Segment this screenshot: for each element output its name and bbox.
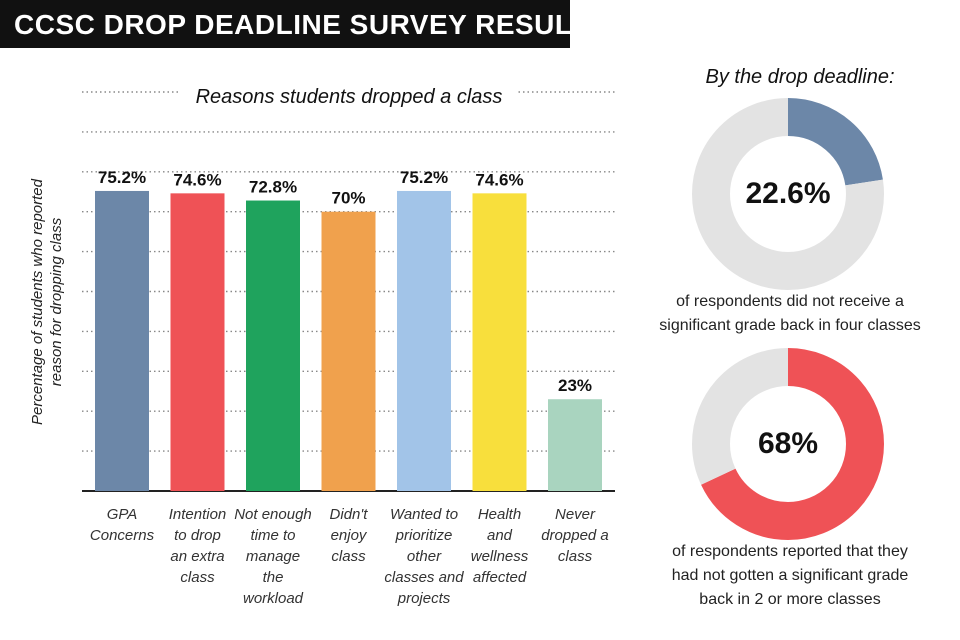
bar-value-label: 74.6% [475, 170, 523, 189]
category-label-line: classes and [384, 569, 464, 586]
donut-2-value: 68% [757, 427, 819, 460]
page-title: CCSC DROP DEADLINE SURVEY RESULTS [14, 9, 608, 40]
bar-value-label: 72.8% [249, 178, 297, 197]
category-label-line: Health [477, 506, 522, 523]
category-label-line: GPA [106, 506, 138, 523]
category-label-line: wellness [470, 548, 529, 565]
category-label: Not enough time to manage the workload [233, 504, 313, 609]
bar [397, 190, 451, 491]
category-label-line: Concerns [89, 527, 155, 544]
category-label-line: class [557, 548, 593, 565]
category-label-line: other [406, 548, 442, 565]
category-label-line: the [262, 569, 284, 586]
donut-1-value: 22.6% [745, 177, 831, 210]
donut-2-svg [692, 348, 884, 540]
bar [472, 193, 527, 491]
category-label-line: class [180, 569, 215, 586]
category-label-line: prioritize [395, 527, 453, 544]
category-label: Didn't enjoy class [309, 504, 389, 567]
bar [95, 190, 149, 491]
bar-value-label: 23% [558, 376, 592, 395]
donut-slice-rest [692, 348, 884, 540]
donut-1-svg [692, 98, 884, 290]
bar-chart: 75.2% 74.6% 72.8% 70% 75.2% 74.6% 23% Reasons … [0, 60, 640, 620]
category-label: Health and wellness affected [460, 504, 540, 588]
bar [321, 211, 376, 491]
category-label-line: projects [397, 590, 451, 607]
donut-2-caption-line: back in 2 or more classes [699, 591, 881, 608]
category-label-line: workload [242, 590, 304, 607]
donut-heading: By the drop deadline: [705, 66, 895, 88]
category-label-line: enjoy [330, 527, 367, 544]
bar-value-label: 74.6% [173, 170, 221, 189]
bar [246, 200, 300, 491]
donut-1-caption-line: of respondents did not receive a [676, 293, 904, 310]
bar [170, 193, 225, 491]
category-label-line: Not enough [234, 506, 312, 523]
bar [548, 399, 602, 491]
category-label: Wanted to prioritize other classes and proje… [384, 504, 464, 609]
title-bar: CCSC DROP DEADLINE SURVEY RESULTS [0, 0, 607, 48]
category-label-line: to drop [174, 527, 221, 544]
category-label: Never dropped a class [535, 504, 615, 567]
category-label-line: Never [554, 506, 595, 523]
donut-1-caption: of respondents did not receive a signifi… [640, 290, 940, 338]
donut-chart-1: 22.6% [688, 94, 888, 294]
category-label: Intention to drop an extra class [158, 504, 238, 588]
donut-slice-rest [692, 98, 884, 290]
category-label-line: class [331, 548, 366, 565]
category-label: GPA Concerns [82, 504, 162, 546]
donut-1-caption-line: significant grade back in four classes [659, 317, 921, 334]
bar-value-label: 75.2% [98, 168, 146, 187]
category-label-line: time to [250, 527, 296, 544]
category-label-line: and [486, 527, 513, 544]
category-label-line: Didn't [329, 506, 368, 523]
category-label-line: dropped a [541, 527, 609, 544]
category-label-line: Wanted to [389, 506, 459, 523]
category-label-line: manage [245, 548, 301, 565]
donut-panel: By the drop deadline: 22.6% of responden… [640, 0, 960, 640]
chart-title: Reasons students dropped a class [180, 86, 518, 109]
y-axis-label: Percentage of students who reported reas… [29, 179, 65, 425]
bar-value-label: 70% [331, 189, 365, 208]
category-label-line: affected [472, 569, 527, 586]
donut-2-caption-line: had not gotten a significant grade [671, 567, 909, 584]
category-label-line: Intention [168, 506, 227, 523]
donut-2-caption-line: of respondents reported that they [672, 543, 908, 560]
donut-chart-2: 68% [688, 344, 888, 544]
bar-value-label: 75.2% [400, 168, 448, 187]
category-label-line: an extra [170, 548, 225, 565]
donut-2-caption: of respondents reported that they had no… [640, 540, 940, 612]
bar-chart-svg: 75.2% 74.6% 72.8% 70% 75.2% 74.6% 23% [82, 91, 615, 492]
